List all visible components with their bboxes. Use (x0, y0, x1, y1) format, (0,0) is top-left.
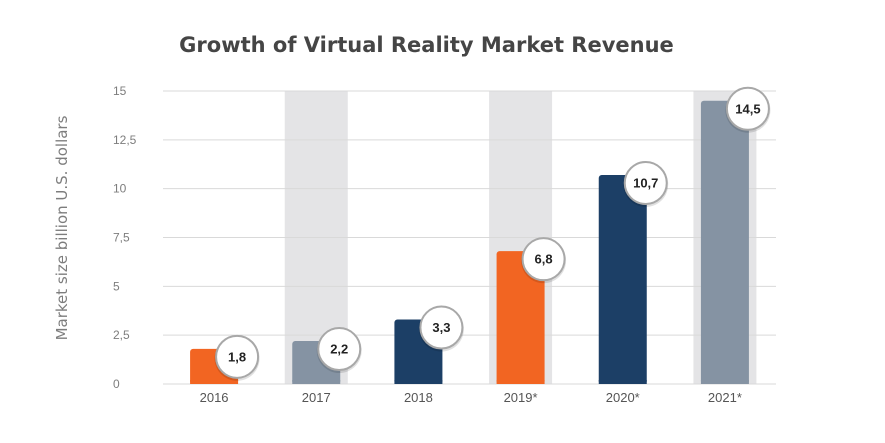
value-bubble (623, 160, 668, 205)
x-tick-label: 2016 (200, 390, 229, 405)
value-bubble (521, 237, 566, 282)
y-tick-label: 10 (113, 182, 127, 196)
x-tick-label: 2021* (708, 390, 742, 405)
data-label: 14,5 (735, 101, 760, 116)
data-label: 1,8 (228, 349, 246, 364)
x-tick-label: 2017 (302, 390, 331, 405)
chart-title: Growth of Virtual Reality Market Revenue (179, 33, 674, 57)
value-bubble (419, 305, 464, 350)
x-tick-label: 2019* (504, 390, 538, 405)
y-tick-label: 2,5 (113, 328, 130, 342)
value-bubble (725, 86, 770, 131)
y-tick-label: 0 (113, 377, 120, 391)
bar-base (700, 380, 749, 384)
bar-base (292, 380, 341, 384)
data-label: 6,8 (535, 252, 553, 267)
data-label: 2,2 (330, 342, 348, 357)
bar (700, 100, 749, 385)
bar-base (598, 380, 647, 384)
bar (598, 174, 647, 384)
y-tick-label: 12,5 (113, 133, 137, 147)
bar-base (190, 380, 239, 384)
bar (496, 251, 545, 384)
x-tick-label: 2020* (606, 390, 640, 405)
value-bubble (215, 334, 260, 379)
data-label: 3,3 (432, 320, 450, 335)
bar-base (394, 380, 443, 384)
data-label: 10,7 (633, 175, 658, 190)
value-bubble (317, 327, 362, 372)
y-tick-label: 15 (113, 84, 127, 98)
y-tick-label: 5 (113, 279, 120, 293)
y-tick-label: 7,5 (113, 231, 130, 245)
x-tick-label: 2018 (404, 390, 433, 405)
bar-base (496, 380, 545, 384)
